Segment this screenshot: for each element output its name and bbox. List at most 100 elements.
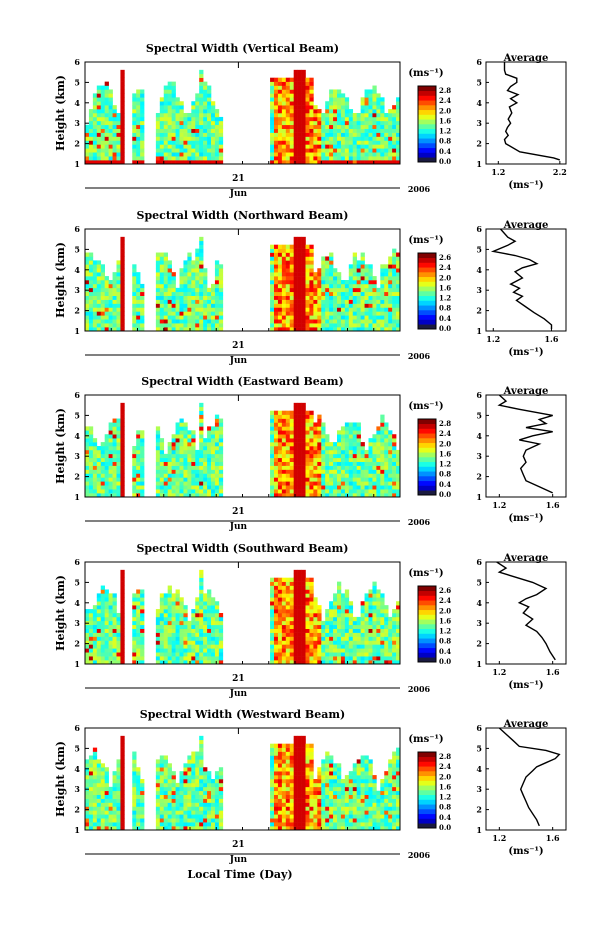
heatmap-cell bbox=[100, 786, 105, 792]
heatmap-cell bbox=[179, 295, 184, 300]
heatmap-cell bbox=[120, 276, 125, 281]
heatmap-cell bbox=[301, 244, 306, 249]
heatmap-cell bbox=[199, 438, 204, 443]
heatmap-cell bbox=[116, 418, 121, 423]
heatmap-cell bbox=[376, 636, 381, 641]
heatmap-cell bbox=[297, 442, 302, 447]
heatmap-cell bbox=[96, 826, 102, 831]
heatmap-cell bbox=[167, 660, 172, 665]
heatmap-cell bbox=[88, 327, 94, 332]
heatmap-cell bbox=[187, 120, 192, 126]
heatmap-cell bbox=[297, 291, 302, 296]
heatmap-cell bbox=[333, 128, 338, 133]
heatmap-cell bbox=[333, 140, 338, 145]
heatmap-cell bbox=[372, 295, 377, 300]
heatmap-cell bbox=[120, 616, 125, 622]
heatmap-cell bbox=[360, 489, 365, 494]
heatmap-cell bbox=[293, 148, 298, 153]
heatmap-cell bbox=[203, 101, 208, 106]
heatmap-cell bbox=[289, 660, 294, 665]
heatmap-cell bbox=[270, 148, 275, 153]
heatmap-cell bbox=[270, 160, 275, 165]
heatmap-cell bbox=[309, 303, 314, 308]
heatmap-cell bbox=[85, 140, 90, 145]
heatmap-cell bbox=[195, 640, 200, 645]
heatmap-cell bbox=[372, 291, 377, 296]
heatmap-cell bbox=[396, 315, 401, 320]
heatmap-cell bbox=[100, 156, 105, 161]
heatmap-cell bbox=[321, 256, 326, 261]
heatmap-cell bbox=[384, 660, 389, 665]
heatmap-cell bbox=[112, 640, 117, 645]
heatmap-cell bbox=[281, 613, 287, 618]
heatmap-cell bbox=[203, 156, 208, 161]
heatmap-cell bbox=[344, 473, 350, 478]
heatmap-cell bbox=[132, 632, 137, 637]
heatmap-cell bbox=[191, 473, 196, 478]
heatmap-cell bbox=[207, 148, 212, 153]
heatmap-cell bbox=[305, 128, 310, 133]
heatmap-cell bbox=[211, 148, 216, 153]
heatmap-cell bbox=[392, 457, 397, 462]
heatmap-cell bbox=[364, 597, 369, 602]
heatmap-cell bbox=[199, 485, 204, 490]
heatmap-cell bbox=[120, 652, 125, 657]
heatmap-cell bbox=[285, 418, 291, 423]
heatmap-cell bbox=[313, 442, 318, 447]
heatmap-cell bbox=[348, 640, 354, 645]
heatmap-cell bbox=[352, 469, 357, 474]
heatmap-cell bbox=[344, 613, 350, 618]
heatmap-cell bbox=[191, 148, 196, 153]
heatmap-cell bbox=[348, 291, 354, 296]
heatmap-cell bbox=[100, 109, 105, 114]
heatmap-cell bbox=[344, 152, 350, 157]
heatmap-cell bbox=[305, 287, 310, 293]
heatmap-cell bbox=[163, 660, 168, 665]
heatmap-cell bbox=[309, 485, 314, 490]
heatmap-cell bbox=[364, 128, 369, 133]
heatmap-cell bbox=[203, 593, 208, 598]
heatmap-cell bbox=[348, 656, 354, 661]
heatmap-cell bbox=[305, 327, 310, 332]
heatmap-cell bbox=[340, 660, 346, 665]
heatmap-cell bbox=[88, 489, 94, 494]
heatmap-cell bbox=[100, 802, 105, 807]
heatmap-cell bbox=[277, 97, 283, 102]
heatmap-cell bbox=[140, 152, 145, 157]
heatmap-cell bbox=[112, 140, 117, 145]
heatmap-cell bbox=[100, 128, 105, 133]
panel-title: Spectral Width (Northward Beam) bbox=[137, 209, 349, 222]
heatmap-cell bbox=[112, 148, 117, 153]
heatmap-cell bbox=[116, 307, 121, 312]
heatmap-cell bbox=[92, 802, 98, 807]
heatmap-cell bbox=[368, 307, 373, 312]
heatmap-cell bbox=[214, 461, 220, 466]
heatmap-cell bbox=[281, 660, 287, 665]
heatmap-cell bbox=[364, 453, 369, 459]
heatmap-cell bbox=[372, 589, 377, 594]
heatmap-cell bbox=[392, 449, 397, 455]
heatmap-cell bbox=[396, 636, 401, 641]
heatmap-cell bbox=[274, 101, 279, 106]
heatmap-cell bbox=[207, 438, 212, 443]
heatmap-cell bbox=[360, 97, 365, 102]
heatmap-cell bbox=[88, 469, 94, 474]
colorbar-unit: (ms⁻¹) bbox=[408, 568, 443, 579]
heatmap-cell bbox=[321, 128, 326, 133]
heatmap-cell bbox=[380, 113, 385, 118]
heatmap-cell bbox=[167, 101, 172, 106]
heatmap-cell bbox=[270, 307, 275, 312]
heatmap-cell bbox=[270, 120, 275, 126]
heatmap-cell bbox=[340, 136, 346, 141]
heatmap-cell bbox=[317, 624, 322, 629]
heatmap-cell bbox=[293, 656, 298, 661]
heatmap-cell bbox=[214, 152, 220, 157]
heatmap-cell bbox=[92, 132, 98, 137]
heatmap-cell bbox=[199, 240, 204, 245]
heatmap-cell bbox=[274, 652, 279, 657]
heatmap-cell bbox=[199, 446, 204, 451]
heatmap-cell bbox=[297, 295, 302, 300]
heatmap-cell bbox=[329, 442, 334, 447]
heatmap-cell bbox=[92, 113, 98, 118]
